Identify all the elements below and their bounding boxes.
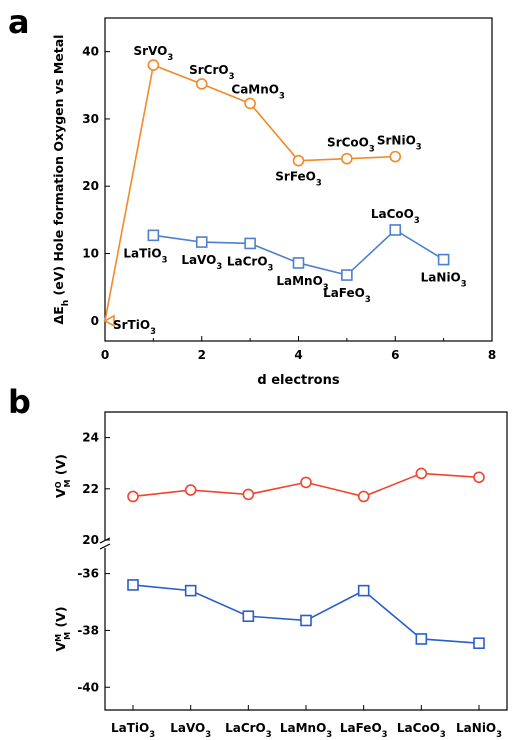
data-point-a	[389, 150, 402, 163]
point-label-a: SrCrO3	[189, 63, 235, 81]
x-axis-label-a: d electrons	[257, 373, 339, 388]
point-label-a: LaTiO3	[123, 246, 167, 264]
y-tick-label-a: 20	[82, 179, 99, 193]
point-label-a: LaMnO3	[276, 274, 328, 292]
data-point-b	[473, 471, 485, 484]
data-point-a	[341, 269, 353, 281]
data-point-b	[300, 614, 312, 627]
y-axis-label-b: VOM (V)	[53, 454, 72, 498]
x-tick-label-b: LaCrO3	[225, 721, 272, 739]
panel-letter-b: b	[8, 383, 31, 421]
y-tick-label-b: 22	[82, 482, 99, 496]
data-point-a	[147, 59, 160, 71]
data-point-b	[242, 610, 255, 623]
data-point-a	[244, 97, 256, 110]
y-tick-label-a: 10	[82, 247, 99, 261]
axis-break-mark	[99, 543, 111, 550]
data-point-b	[184, 584, 197, 597]
data-point-b	[415, 467, 428, 480]
x-tick-label-b: LaNiO3	[456, 721, 502, 739]
x-tick-label-a: 6	[391, 348, 399, 362]
y-tick-label-a: 40	[82, 45, 99, 59]
data-point-a	[292, 257, 305, 269]
data-point-a	[195, 78, 208, 90]
y-tick-label-a: 30	[82, 112, 99, 126]
point-label-a: SrNiO3	[377, 134, 422, 152]
point-label-a: SrTiO3	[113, 318, 156, 336]
y-tick-label-a: 0	[91, 314, 99, 328]
x-tick-label-b: LaCoO3	[397, 721, 446, 739]
data-point-a	[292, 154, 305, 167]
data-point-b	[242, 488, 255, 501]
x-tick-label-b: LaFeO3	[340, 721, 388, 739]
x-tick-label-a: 8	[488, 348, 496, 362]
y-tick-label-b: -38	[77, 623, 99, 637]
point-label-a: LaCoO3	[371, 207, 420, 225]
point-label-a: SrCoO3	[327, 136, 375, 154]
y-tick-label-b: -40	[77, 680, 99, 694]
x-tick-label-a: 4	[294, 348, 302, 362]
data-point-b	[184, 484, 197, 496]
point-label-a: LaVO3	[181, 253, 222, 271]
data-point-a	[195, 236, 208, 248]
data-point-a	[437, 253, 450, 266]
plot-frame-b	[104, 411, 508, 711]
data-point-b	[415, 633, 428, 645]
x-tick-label-b: LaTiO3	[111, 721, 155, 739]
data-point-b	[357, 584, 370, 597]
data-point-a	[341, 152, 353, 165]
y-axis-label-a: ΔEh (eV) Hole formation Oxygen vs Metal	[51, 35, 71, 325]
y-axis-label-b: VMM (V)	[53, 606, 72, 651]
x-tick-label-b: LaMnO3	[280, 721, 332, 739]
data-point-b	[473, 637, 485, 650]
panel-letter-a: a	[8, 3, 30, 41]
data-point-a	[389, 224, 402, 236]
data-point-b	[357, 490, 370, 503]
point-label-a: CaMnO3	[231, 82, 285, 100]
y-tick-label-b: 24	[82, 431, 99, 445]
x-tick-label-a: 0	[101, 348, 109, 362]
data-point-a	[244, 237, 256, 250]
point-label-a: SrVO3	[134, 44, 174, 62]
point-label-a: LaNiO3	[421, 271, 467, 289]
x-tick-label-a: 2	[198, 348, 206, 362]
data-point-b	[127, 579, 139, 591]
point-label-a: LaFeO3	[323, 286, 371, 304]
data-point-b	[300, 476, 312, 489]
data-point-a	[103, 314, 115, 328]
y-tick-label-b: -36	[77, 567, 99, 581]
x-tick-label-b: LaVO3	[170, 721, 211, 739]
data-point-b	[127, 490, 139, 503]
point-label-a: SrFeO3	[275, 170, 322, 188]
data-point-a	[147, 229, 160, 242]
point-label-a: LaCrO3	[227, 254, 274, 272]
y-tick-label-b: 20	[82, 533, 99, 547]
